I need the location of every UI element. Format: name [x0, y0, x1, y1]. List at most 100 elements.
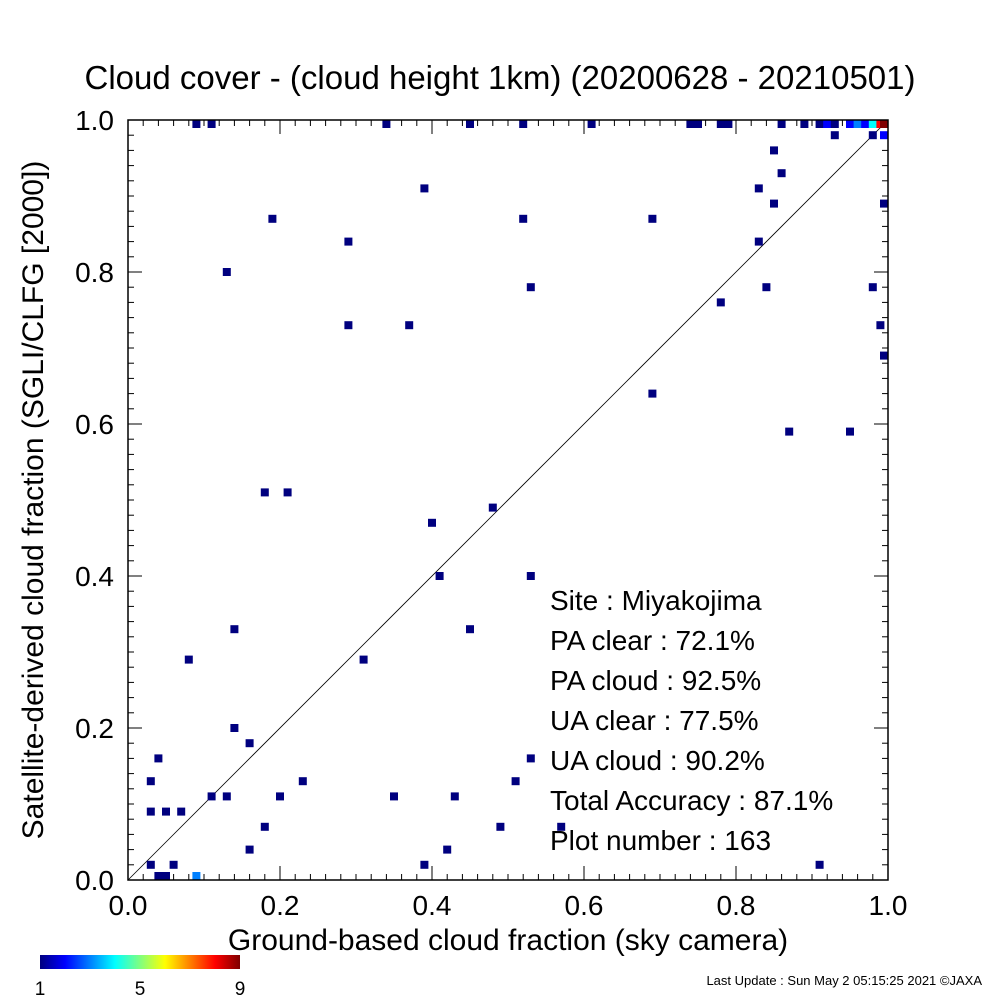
data-point [154, 872, 163, 880]
data-point [192, 872, 201, 880]
data-point [146, 807, 155, 816]
last-update-footer: Last Update : Sun May 2 05:15:25 2021 ©J… [706, 973, 982, 988]
data-point [785, 427, 794, 436]
data-point [192, 120, 201, 128]
y-axis-label: Satellite-derived cloud fraction (SGLI/C… [17, 161, 50, 840]
y-tick-label: 0.8 [75, 257, 114, 288]
data-point [435, 572, 444, 580]
data-point [876, 321, 885, 330]
data-point [428, 518, 436, 527]
data-point [648, 389, 657, 398]
plot-frame [127, 119, 889, 881]
data-point [260, 822, 269, 831]
data-point [880, 131, 888, 140]
data-point [230, 724, 239, 732]
data-point [754, 237, 763, 246]
data-point [450, 792, 459, 801]
data-point [344, 237, 353, 246]
data-point [800, 120, 809, 128]
data-point [154, 754, 163, 763]
data-point [880, 199, 888, 208]
data-point [169, 860, 178, 869]
data-point [853, 120, 862, 128]
data-point [724, 120, 733, 128]
data-point [359, 655, 368, 664]
data-point [405, 321, 414, 330]
colorbar-min-label: 1 [35, 979, 46, 1000]
x-tick-label: 0.2 [261, 890, 300, 921]
data-point [283, 488, 292, 497]
data-point [526, 572, 535, 580]
data-point [260, 488, 269, 497]
data-point [511, 777, 520, 786]
data-point [557, 822, 566, 831]
data-point [230, 625, 239, 634]
stats-line: UA clear : 77.5% [550, 705, 759, 736]
data-point [146, 777, 155, 786]
colorbar-mid-label: 5 [135, 979, 146, 1000]
data-point [777, 169, 786, 178]
stats-line: PA cloud : 92.5% [550, 665, 761, 696]
data-point [770, 146, 778, 155]
data-point [245, 845, 254, 854]
data-point [686, 120, 695, 128]
data-point [519, 120, 528, 128]
y-tick-label: 0.2 [75, 713, 114, 744]
data-point [830, 131, 839, 140]
stats-line: Total Accuracy : 87.1% [550, 785, 833, 816]
data-point [177, 807, 186, 816]
data-point [815, 120, 824, 128]
x-tick-label: 0.6 [565, 890, 604, 921]
stats-line: UA cloud : 90.2% [550, 745, 765, 776]
data-point [420, 860, 429, 869]
data-point [777, 120, 786, 128]
data-point [648, 214, 657, 223]
data-point [587, 120, 596, 128]
stats-line: Plot number : 163 [550, 825, 771, 856]
data-point [815, 860, 824, 869]
data-point [222, 792, 231, 801]
data-point [298, 777, 307, 786]
data-point [268, 214, 277, 223]
data-point [526, 283, 535, 292]
x-tick-labels: 0.0 0.2 0.4 0.6 0.8 1.0 [109, 890, 908, 921]
data-point [830, 120, 839, 128]
colorbar-max-label: 9 [235, 979, 246, 1000]
data-point [466, 625, 474, 634]
y-tick-labels: 0.0 0.2 0.4 0.6 0.8 1.0 [75, 105, 114, 896]
data-point [694, 120, 702, 128]
data-point [382, 120, 391, 128]
x-tick-label: 0.8 [717, 890, 756, 921]
data-point [846, 427, 854, 436]
data-point [184, 655, 193, 664]
y-tick-label: 0.4 [75, 561, 114, 592]
y-tick-label: 0.0 [75, 865, 114, 896]
data-point [716, 298, 725, 307]
data-point [207, 792, 216, 801]
data-point [162, 872, 170, 880]
data-point [868, 131, 877, 140]
y-tick-label: 0.6 [75, 409, 114, 440]
data-point [245, 739, 254, 748]
accuracy-stats-box: Site : Miyakojima PA clear : 72.1% PA clou… [550, 585, 833, 856]
data-point [146, 860, 155, 869]
data-point [716, 120, 725, 128]
y-tick-label: 1.0 [75, 105, 114, 136]
reference-line-y-equals-x [127, 119, 889, 881]
x-tick-label: 0.0 [109, 890, 148, 921]
chart-title: Cloud cover - (cloud height 1km) (202006… [85, 59, 916, 96]
data-point [526, 754, 535, 763]
data-point [846, 120, 854, 128]
data-point [207, 120, 216, 128]
data-point [868, 120, 877, 128]
data-point [488, 503, 497, 512]
data-point [466, 120, 474, 128]
data-point [222, 268, 231, 276]
data-point [861, 120, 870, 128]
x-tick-label: 1.0 [869, 890, 908, 921]
x-axis-label: Ground-based cloud fraction (sky camera) [228, 924, 788, 957]
stats-line: Site : Miyakojima [550, 585, 762, 616]
data-point [754, 184, 763, 193]
data-point [762, 283, 771, 292]
